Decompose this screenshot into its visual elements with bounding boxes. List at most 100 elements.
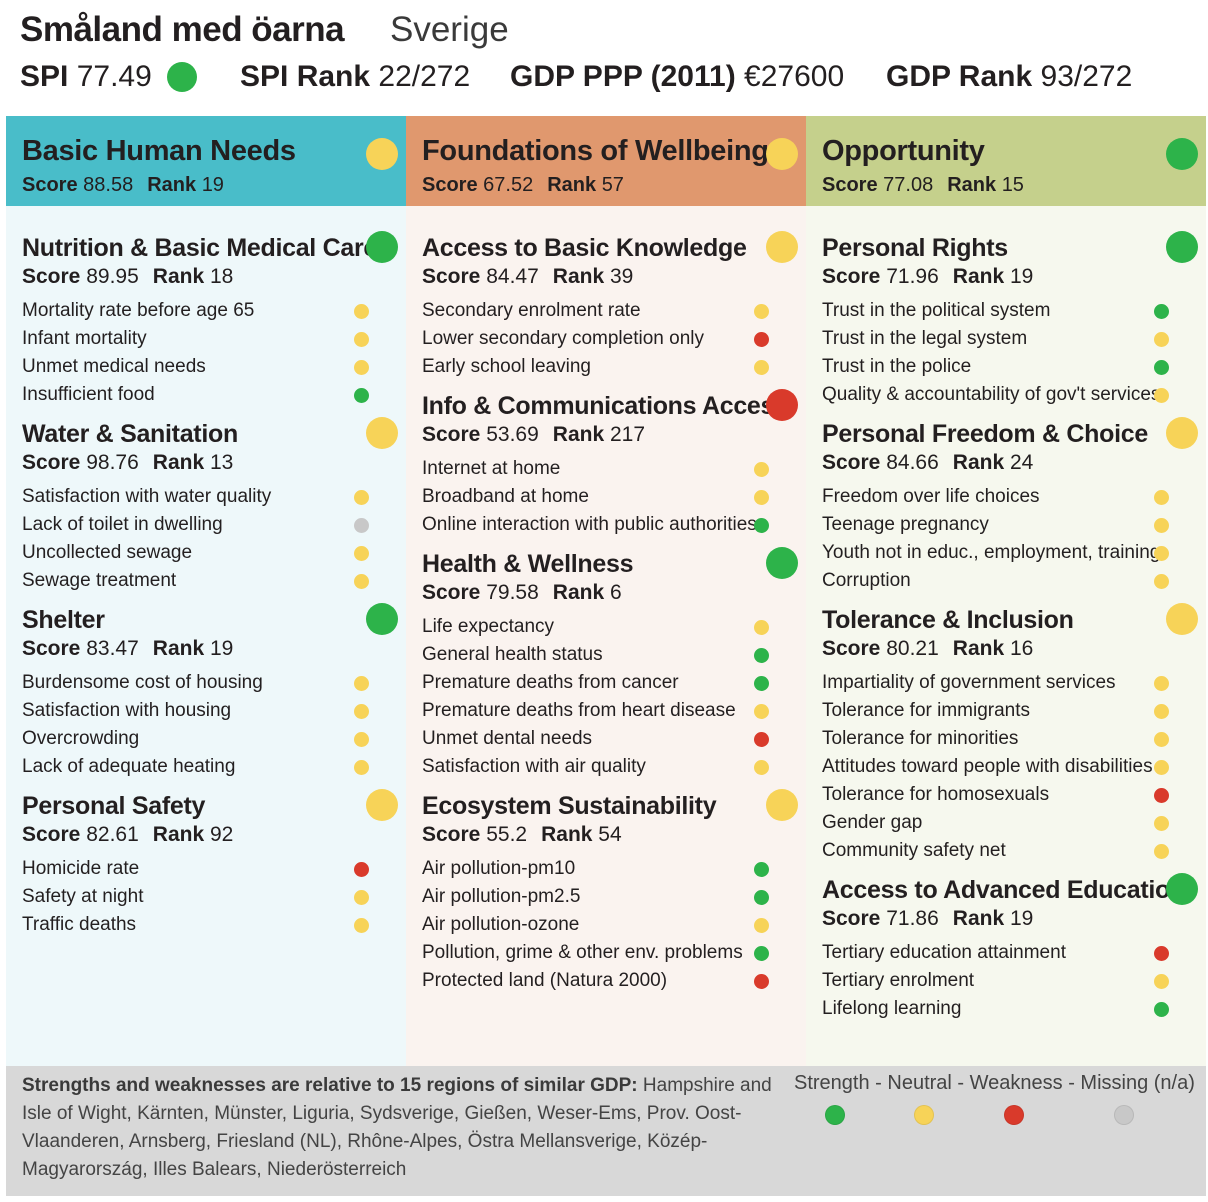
indicator-row: Burdensome cost of housing [22, 672, 402, 700]
dimension-header: Basic Human Needs Score 88.58 Rank 19 [6, 116, 406, 206]
rank-value: 217 [609, 423, 646, 446]
indicator-status-dot [354, 360, 369, 375]
spi-stat: SPI 77.49 [20, 60, 152, 94]
component-status-dot [766, 547, 798, 579]
score-label: Score [22, 823, 81, 846]
score-value: 89.95 [86, 265, 139, 288]
indicator-label: Freedom over life choices [822, 486, 1040, 507]
indicator-status-dot [1154, 946, 1169, 961]
indicator-status-dot [754, 490, 769, 505]
score-label: Score [422, 423, 481, 446]
indicator-label: Gender gap [822, 812, 923, 833]
component-status-dot [1166, 417, 1198, 449]
score-value: 83.47 [86, 637, 139, 660]
dimension-score: Score 88.58 Rank 19 [22, 174, 224, 197]
indicator-status-dot [1154, 546, 1169, 561]
indicator-row: Attitudes toward people with disabilitie… [822, 756, 1202, 784]
component-title: Access to Advanced Education [822, 876, 1185, 904]
indicator-label: Youth not in educ., employment, training [822, 542, 1161, 563]
indicator-status-dot [354, 760, 369, 775]
indicator-status-dot [1154, 760, 1169, 775]
gdp-rank-value: 93/272 [1040, 60, 1133, 93]
indicator-label: Premature deaths from cancer [422, 672, 679, 693]
indicator-status-dot [354, 332, 369, 347]
indicator-label: Tolerance for immigrants [822, 700, 1031, 721]
component-title: Access to Basic Knowledge [422, 234, 747, 262]
indicator-status-dot [1154, 304, 1169, 319]
component-score: Score 79.58 Rank 6 [422, 581, 622, 605]
indicator-label: Trust in the police [822, 356, 972, 377]
indicator-status-dot [754, 360, 769, 375]
indicator-status-dot [1154, 518, 1169, 533]
indicator-label: Satisfaction with water quality [22, 486, 272, 507]
dimension-column: Foundations of Wellbeing Score 67.52 Rank … [406, 116, 806, 1066]
indicator-label: Trust in the political system [822, 300, 1051, 321]
score-value: 98.76 [86, 451, 139, 474]
indicator-status-dot [754, 518, 769, 533]
rank-value: 19 [209, 637, 234, 660]
indicator-row: Tolerance for minorities [822, 728, 1202, 756]
legend-neutral-dot [914, 1105, 934, 1125]
score-label: Score [422, 174, 478, 196]
indicator-label: Broadband at home [422, 486, 589, 507]
indicator-status-dot [354, 490, 369, 505]
indicator-status-dot [754, 332, 769, 347]
dimension-title: Basic Human Needs [22, 135, 296, 167]
indicator-row: Homicide rate [22, 858, 402, 886]
indicator-status-dot [754, 620, 769, 635]
indicator-row: Tertiary education attainment [822, 942, 1202, 970]
rank-label: Rank [552, 581, 605, 604]
rank-value: 18 [209, 265, 234, 288]
dimension-column: Opportunity Score 77.08 Rank 15 Personal Ri… [806, 116, 1206, 1066]
indicator-row: Satisfaction with housing [22, 700, 402, 728]
component-title: Tolerance & Inclusion [822, 606, 1074, 634]
indicator-row: Tolerance for immigrants [822, 700, 1202, 728]
indicator-row: Freedom over life choices [822, 486, 1202, 514]
indicator-status-dot [354, 518, 369, 533]
score-label: Score [822, 907, 881, 930]
indicator-status-dot [354, 546, 369, 561]
component-status-dot [366, 417, 398, 449]
component-title: Ecosystem Sustainability [422, 792, 717, 820]
footer-note: Strengths and weaknesses are relative to… [22, 1072, 782, 1184]
indicator-label: Sewage treatment [22, 570, 177, 591]
indicator-row: Early school leaving [422, 356, 802, 384]
indicator-status-dot [1154, 844, 1169, 859]
dimension-header: Opportunity Score 77.08 Rank 15 [806, 116, 1206, 206]
component-score: Score 89.95 Rank 18 [22, 265, 233, 289]
legend-text: Strength - Neutral - Weakness - Missing … [794, 1072, 1195, 1094]
rank-label: Rank [541, 823, 593, 846]
indicator-label: Lower secondary completion only [422, 328, 704, 349]
component-title: Health & Wellness [422, 550, 634, 578]
indicator-row: Air pollution-ozone [422, 914, 802, 942]
indicator-status-dot [1154, 676, 1169, 691]
indicator-row: Broadband at home [422, 486, 802, 514]
indicator-row: Pollution, grime & other env. problems [422, 942, 802, 970]
score-label: Score [422, 823, 481, 846]
score-label: Score [22, 265, 81, 288]
component-score: Score 84.47 Rank 39 [422, 265, 633, 289]
footer-note-bold: Strengths and weaknesses are relative to… [22, 1075, 638, 1096]
indicator-label: Tolerance for homosexuals [822, 784, 1050, 805]
spi-rank-value: 22/272 [378, 60, 471, 93]
indicator-status-dot [754, 918, 769, 933]
indicator-status-dot [754, 732, 769, 747]
component-title: Shelter [22, 606, 105, 634]
indicator-row: Gender gap [822, 812, 1202, 840]
indicator-status-dot [1154, 704, 1169, 719]
indicator-label: Air pollution-ozone [422, 914, 580, 935]
indicator-label: Air pollution-pm2.5 [422, 886, 581, 907]
indicator-row: Overcrowding [22, 728, 402, 756]
component-title: Personal Safety [22, 792, 206, 820]
indicator-status-dot [754, 462, 769, 477]
indicator-label: Mortality rate before age 65 [22, 300, 255, 321]
component-status-dot [766, 231, 798, 263]
score-label: Score [22, 637, 81, 660]
dimension-score: Score 67.52 Rank 57 [422, 174, 624, 197]
indicator-row: Tertiary enrolment [822, 970, 1202, 998]
component-score: Score 53.69 Rank 217 [422, 423, 645, 447]
component-score: Score 83.47 Rank 19 [22, 637, 233, 661]
indicator-status-dot [1154, 732, 1169, 747]
gdp-stat: GDP PPP (2011) €27600 [510, 60, 844, 94]
indicator-label: Burdensome cost of housing [22, 672, 263, 693]
